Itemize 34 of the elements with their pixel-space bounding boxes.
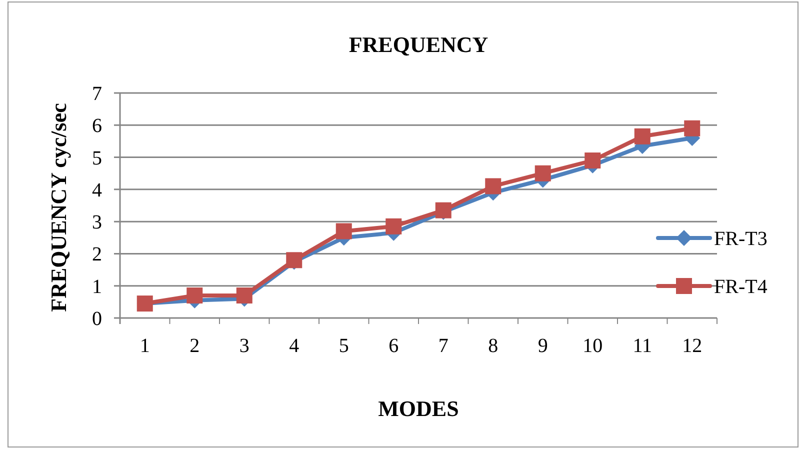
x-tick-label: 11 (632, 335, 652, 357)
x-axis-title: MODES (378, 396, 459, 421)
legend-label: FR-T4 (714, 276, 768, 298)
x-tick-label: 2 (190, 335, 200, 357)
y-tick-label: 4 (92, 179, 102, 202)
y-tick-label: 1 (92, 276, 102, 298)
x-tick-label: 1 (140, 335, 150, 357)
x-tick-label: 3 (239, 335, 250, 357)
x-tick-label: 6 (388, 335, 399, 357)
legend-label: FR-T3 (714, 228, 768, 250)
point (386, 218, 402, 234)
y-tick-label: 0 (92, 308, 102, 330)
y-tick-label: 3 (92, 212, 102, 234)
x-tick-label: 9 (538, 335, 548, 357)
point (186, 288, 203, 304)
x-tick-label: 8 (488, 335, 498, 357)
point (634, 128, 650, 144)
y-axis-title: FREQUENCY cyc/sec (46, 102, 71, 312)
point (534, 165, 551, 182)
chart-title: FREQUENCY (348, 32, 488, 57)
x-tick-label: 4 (289, 335, 300, 357)
y-tick-label: 2 (92, 244, 102, 266)
y-tick-label: 6 (92, 115, 102, 138)
point (336, 223, 352, 240)
point (684, 120, 700, 136)
y-tick-label: 7 (92, 83, 102, 105)
x-tick-label: 12 (682, 335, 702, 357)
point (236, 288, 252, 304)
point (584, 152, 601, 168)
x-tick-label: 5 (338, 335, 349, 357)
x-tick-label: 10 (582, 335, 603, 357)
point (485, 178, 502, 194)
x-tick-label: 7 (438, 335, 448, 357)
y-tick-label: 5 (92, 147, 102, 170)
